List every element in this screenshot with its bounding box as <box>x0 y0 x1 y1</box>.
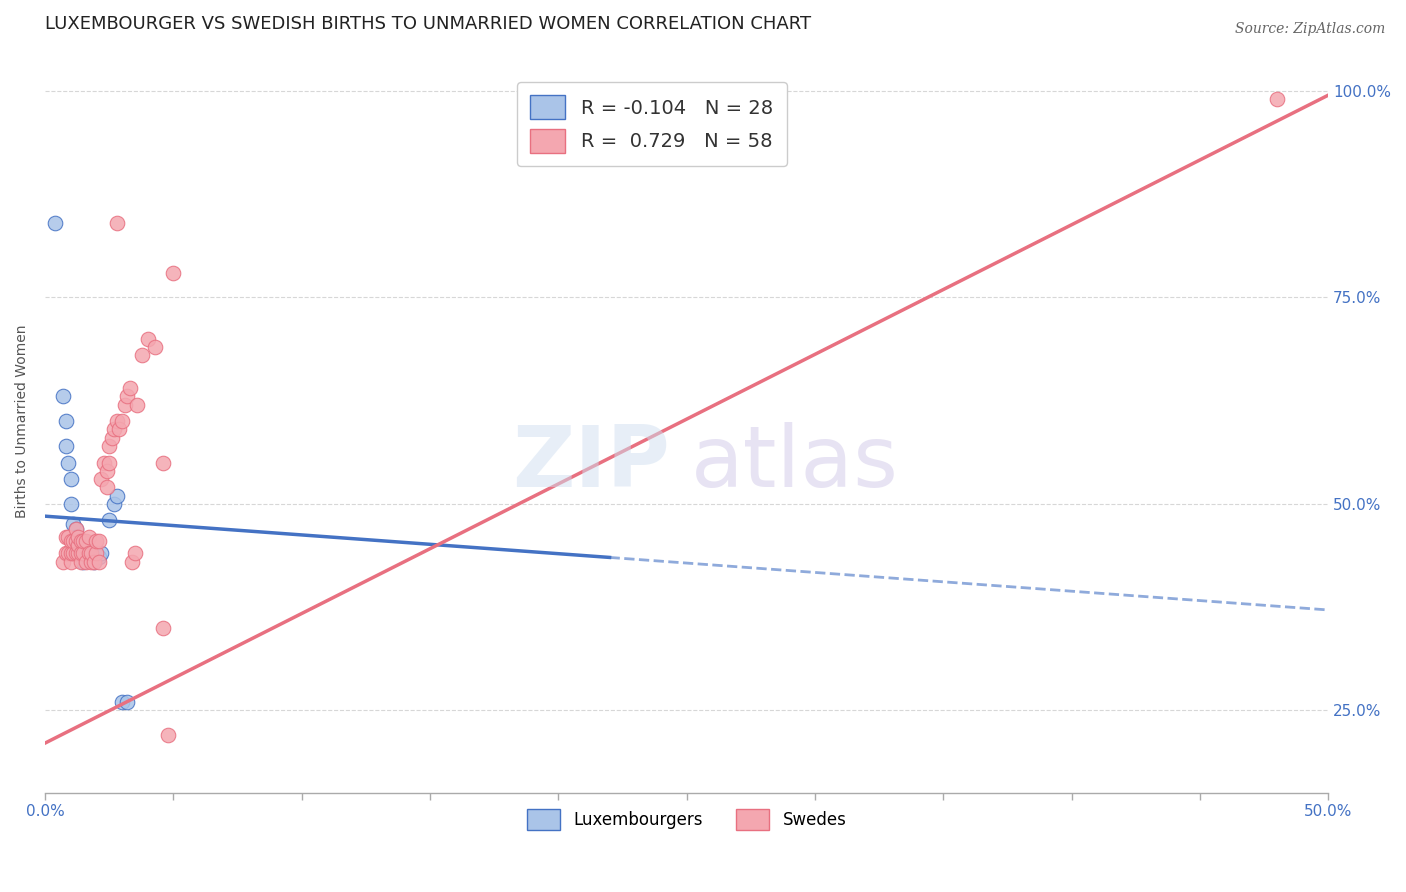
Point <box>98 513 121 527</box>
Point <box>77 530 100 544</box>
Point <box>143 340 166 354</box>
Point <box>1265 92 1288 106</box>
Point <box>65 530 87 544</box>
Point <box>96 480 118 494</box>
Point <box>105 216 128 230</box>
Point <box>59 546 82 560</box>
Point <box>70 546 93 560</box>
Point <box>56 546 79 560</box>
Point <box>162 266 184 280</box>
Point <box>105 489 128 503</box>
Point <box>55 546 77 560</box>
Point <box>65 546 87 560</box>
Point <box>55 414 77 428</box>
Point <box>67 530 90 544</box>
Point <box>80 546 103 560</box>
Point <box>80 546 103 560</box>
Point <box>75 533 97 548</box>
Point <box>77 546 100 560</box>
Point <box>87 550 110 565</box>
Point <box>105 414 128 428</box>
Point <box>108 422 131 436</box>
Point <box>72 555 94 569</box>
Point <box>103 497 125 511</box>
Point <box>72 546 94 560</box>
Point <box>98 456 121 470</box>
Point <box>80 555 103 569</box>
Point <box>67 542 90 557</box>
Y-axis label: Births to Unmarried Women: Births to Unmarried Women <box>15 325 30 518</box>
Point <box>87 533 110 548</box>
Point <box>77 550 100 565</box>
Point <box>157 728 180 742</box>
Point <box>111 414 134 428</box>
Point <box>114 398 136 412</box>
Point <box>115 695 138 709</box>
Point <box>55 439 77 453</box>
Point <box>59 472 82 486</box>
Point <box>103 422 125 436</box>
Point <box>131 348 153 362</box>
Point <box>62 546 84 560</box>
Point <box>65 522 87 536</box>
Point <box>72 533 94 548</box>
Point <box>100 431 122 445</box>
Point <box>118 381 141 395</box>
Point <box>59 533 82 548</box>
Point <box>83 555 105 569</box>
Point <box>136 332 159 346</box>
Point <box>90 546 112 560</box>
Point <box>72 546 94 560</box>
Text: LUXEMBOURGER VS SWEDISH BIRTHS TO UNMARRIED WOMEN CORRELATION CHART: LUXEMBOURGER VS SWEDISH BIRTHS TO UNMARR… <box>45 15 811 33</box>
Point <box>44 216 66 230</box>
Point <box>77 546 100 560</box>
Point <box>67 533 90 548</box>
Point <box>83 555 105 569</box>
Point <box>115 389 138 403</box>
Text: atlas: atlas <box>690 422 898 506</box>
Point <box>62 533 84 548</box>
Point <box>96 464 118 478</box>
Point <box>59 497 82 511</box>
Point <box>98 439 121 453</box>
Point <box>90 472 112 486</box>
Point <box>70 533 93 548</box>
Point <box>70 555 93 569</box>
Text: Source: ZipAtlas.com: Source: ZipAtlas.com <box>1234 22 1385 37</box>
Point <box>152 456 174 470</box>
Point <box>75 555 97 569</box>
Legend: Luxembourgers, Swedes: Luxembourgers, Swedes <box>520 803 853 837</box>
Point <box>124 546 146 560</box>
Point <box>75 542 97 557</box>
Point <box>93 456 115 470</box>
Point <box>55 530 77 544</box>
Text: ZIP: ZIP <box>512 422 669 506</box>
Point <box>56 530 79 544</box>
Point <box>67 538 90 552</box>
Point <box>84 533 107 548</box>
Point <box>70 538 93 552</box>
Point <box>52 555 75 569</box>
Point <box>111 695 134 709</box>
Point <box>127 398 149 412</box>
Point <box>65 533 87 548</box>
Point <box>84 546 107 560</box>
Point <box>62 517 84 532</box>
Point <box>87 555 110 569</box>
Point <box>59 555 82 569</box>
Point <box>65 522 87 536</box>
Point <box>67 546 90 560</box>
Point <box>152 621 174 635</box>
Point <box>52 389 75 403</box>
Point <box>121 555 143 569</box>
Point <box>84 546 107 560</box>
Point <box>56 456 79 470</box>
